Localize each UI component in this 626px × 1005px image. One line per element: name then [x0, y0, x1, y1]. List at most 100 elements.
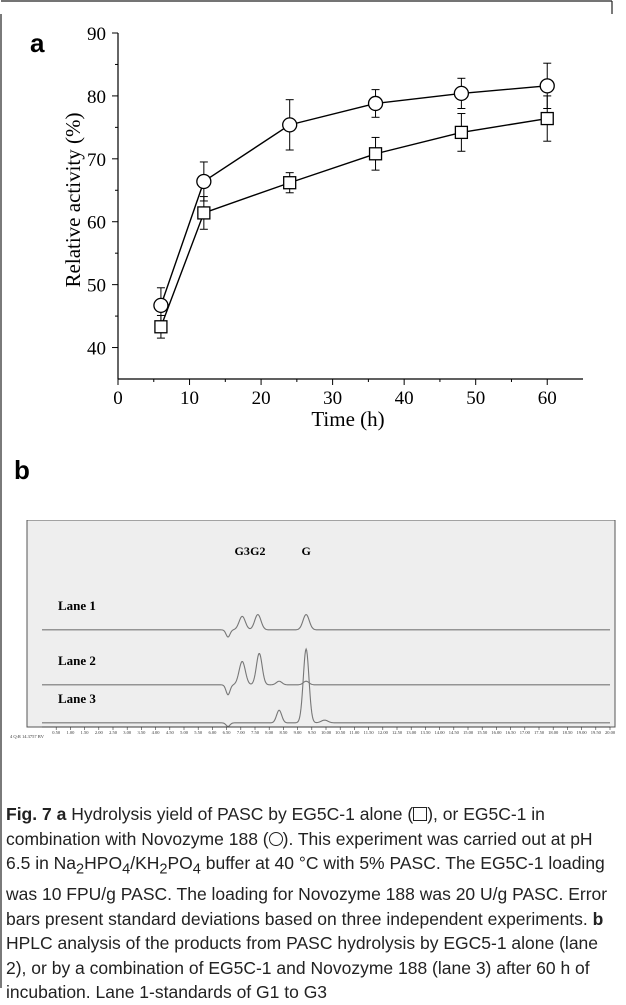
chart-b-x-tick-label: 8.00	[265, 730, 274, 735]
caption-b-label: b	[592, 908, 604, 929]
caption-fig-label: Fig. 7	[6, 804, 52, 824]
circle-marker-icon	[268, 831, 283, 846]
x-tick-label: 10	[180, 388, 199, 409]
chart-b: G3 G2 G Lane 1 Lane 2 Lane 3 0.50 1.00 1.50 2.0…	[10, 520, 616, 739]
chart-b-x-tick-label: 1.00	[66, 730, 75, 735]
x-tick-label: 0	[113, 388, 123, 409]
chart-b-x-tick-label: 18.00	[548, 730, 559, 735]
chart-b-x-tick-label: 7.00	[237, 730, 246, 735]
caption-text-2: ), or EG5C-1 in combination with Novozym…	[6, 804, 545, 849]
x-tick-label: 50	[466, 388, 485, 409]
chart-b-x-tick-label: 9.50	[308, 730, 317, 735]
chart-b-x-tick-label: 10.00	[321, 730, 332, 735]
chart-b-x-tick-label: 16.50	[506, 730, 517, 735]
chart-b-x-tick-label: 13.00	[406, 730, 417, 735]
chart-b-x-tick-label: 5.00	[180, 730, 189, 735]
chart-b-x-tick-label: 12.00	[378, 730, 389, 735]
caption-text-4: HPO	[84, 853, 123, 873]
chart-b-x-tick-label: 16.00	[491, 730, 502, 735]
chart-b-x-tick-label: 12.50	[392, 730, 403, 735]
chart-b-x-tick-label: 15.00	[463, 730, 474, 735]
x-tick-label: 30	[323, 388, 342, 409]
panel-b-label: b	[14, 455, 30, 485]
lane-label: Lane 3	[58, 691, 96, 706]
chart-b-x-tick-label: 3.00	[123, 730, 132, 735]
chart-b-x-tick-label: 0.50	[52, 730, 61, 735]
y-tick-label: 40	[87, 339, 106, 360]
chromatogram-trace	[42, 613, 610, 638]
y-tick-label: 80	[87, 87, 106, 108]
chart-b-x-tick-label: 4.50	[166, 730, 175, 735]
chart-a-series	[153, 62, 555, 339]
chart-b-background	[26, 520, 616, 728]
chart-a-axes	[117, 33, 583, 380]
chart-a: 0 10 20 30 40 50 60 40 50 60 70 80 90 Time (h) Relat…	[61, 24, 583, 431]
chart-b-x-tick-label: 2.00	[95, 730, 104, 735]
chart-b-x-tick-label: 9.00	[294, 730, 303, 735]
chart-b-x-tick-label: 15.50	[477, 730, 488, 735]
chart-b-lanes: Lane 1 Lane 2 Lane 3	[42, 598, 610, 727]
x-tick-label: 20	[252, 388, 271, 409]
square-marker-icon	[413, 807, 428, 821]
y-tick-label: 60	[87, 213, 106, 234]
peak-label: G	[301, 544, 310, 558]
peak-label: G3	[235, 544, 250, 558]
data-point-circle	[196, 173, 212, 190]
chart-b-x-tick-label: 4.00	[152, 730, 161, 735]
data-point-square	[283, 176, 297, 190]
chart-a-y-axis-label: Relative activity (%)	[61, 113, 85, 288]
caption-text-6: PO	[167, 853, 193, 873]
chart-b-x-tick-label: 11.00	[349, 730, 360, 735]
chart-b-x-tick-label: 14.50	[449, 730, 460, 735]
chart-b-x-tick-label: 17.00	[520, 730, 531, 735]
chart-b-x-tick-label: 11.50	[364, 730, 375, 735]
chart-b-corner-note: 4 Q:R 14.3757 BV	[10, 734, 45, 739]
y-tick-label: 70	[87, 150, 106, 171]
series-line-square	[160, 117, 548, 328]
chart-b-x-tick-label: 7.50	[251, 730, 260, 735]
caption-text-3: ). This experiment was carried out at pH…	[6, 828, 593, 874]
data-point-circle	[367, 95, 384, 112]
chart-b-x-tick-label: 13.50	[420, 730, 431, 735]
chart-a-ticks: 0 10 20 30 40 50 60 40 50 60 70 80 90	[87, 24, 557, 409]
y-tick-label: 90	[87, 24, 106, 45]
caption-text-5: /KH	[130, 853, 160, 873]
series-line-circle	[160, 85, 548, 306]
data-point-square	[197, 206, 211, 220]
peak-label: G2	[250, 544, 265, 558]
data-point-square	[540, 111, 554, 126]
chart-b-x-tick-label: 19.00	[577, 730, 588, 735]
chromatogram-trace	[42, 647, 610, 727]
x-tick-label: 40	[395, 388, 414, 409]
chart-b-x-tick-label: 17.50	[534, 730, 545, 735]
caption-sub: 2	[159, 861, 168, 878]
caption-sub: 4	[122, 861, 131, 878]
chart-b-peak-labels: G3 G2 G	[235, 544, 311, 558]
lane-label: Lane 1	[58, 598, 96, 613]
chart-b-x-tick-label: 14.00	[435, 730, 446, 735]
chart-b-x-tick-label: 10.50	[335, 730, 346, 735]
chart-b-x-tick-label: 5.50	[194, 730, 203, 735]
chart-b-x-tick-label: 1.50	[81, 730, 90, 735]
data-point-circle	[539, 78, 555, 94]
data-point-circle	[453, 85, 470, 102]
data-point-square	[368, 147, 383, 161]
chart-b-x-tick-label: 6.00	[208, 730, 217, 735]
x-tick-label: 60	[538, 388, 557, 409]
y-tick-label: 50	[87, 276, 106, 297]
caption-text-8: HPLC analysis of the products from PASC …	[6, 933, 599, 1002]
chart-b-x-tick-label: 2.50	[109, 730, 118, 735]
chart-b-x-tick-label: 19.50	[591, 730, 602, 735]
chart-b-x-tick-label: 3.50	[137, 730, 146, 735]
chart-b-x-tick-label: 18.50	[562, 730, 573, 735]
chromatogram-trace	[42, 652, 610, 696]
data-point-circle	[153, 297, 169, 314]
data-point-square	[154, 320, 168, 334]
caption-text-1: Hydrolysis yield of PASC by EG5C-1 alone…	[71, 804, 414, 824]
caption-text-7: buffer at 40 °C with 5% PASC. The EG5C-1…	[6, 853, 608, 929]
data-point-square	[454, 125, 469, 140]
panel-a-label: a	[30, 28, 45, 58]
chart-b-ticks: 0.50 1.00 1.50 2.00 2.50 3.00 3.50 4.00 4.50 5.00…	[42, 726, 616, 735]
lane-label: Lane 2	[58, 653, 96, 668]
